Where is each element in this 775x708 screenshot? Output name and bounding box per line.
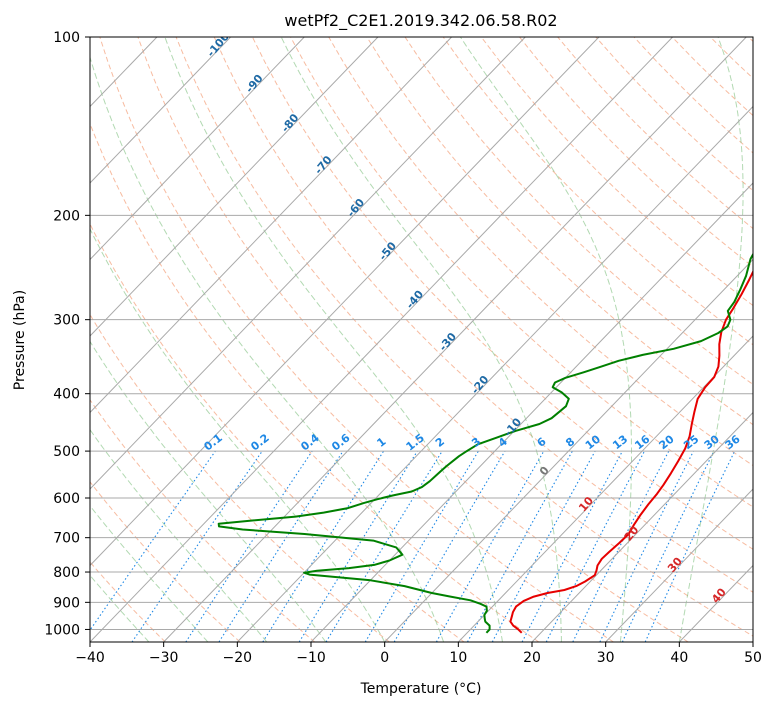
dry-adiabat (213, 37, 753, 593)
mixing-ratio-line (435, 450, 545, 642)
isotherm-line (90, 37, 231, 184)
dry-adiabat (90, 313, 390, 642)
mixing-ratio-line (185, 450, 313, 642)
x-tick-label: 40 (670, 650, 688, 666)
x-tick-label: −30 (149, 650, 179, 666)
isotherm-line (90, 37, 526, 490)
y-tick-label: 800 (53, 565, 80, 581)
y-axis: 100 200 300 400 500 600 700 800 900 1000 (44, 30, 90, 638)
isotherm-line (752, 641, 753, 642)
moist-adiabat (90, 55, 445, 642)
x-tick-label: 10 (449, 650, 467, 666)
isotherm-line (310, 182, 753, 642)
isotherm-line (163, 37, 747, 642)
mixing-ratio-line (599, 450, 694, 642)
y-tick-label: 400 (53, 387, 80, 403)
y-axis-label: Pressure (hPa) (12, 290, 28, 390)
dry-adiabat (290, 37, 753, 508)
plot-frame (89, 36, 754, 643)
dry-adiabat (137, 37, 689, 642)
x-tick-label: −40 (75, 650, 105, 666)
dry-adiabat (251, 37, 753, 550)
mixing-ratio-line (262, 450, 385, 642)
moist-adiabat (90, 504, 209, 642)
isotherm-line (90, 37, 673, 642)
moist-adiabat (90, 428, 268, 642)
isotherm-line (384, 258, 753, 642)
isotherm-line (90, 37, 600, 567)
y-tick-label: 900 (53, 595, 80, 611)
x-tick-label: 30 (597, 650, 615, 666)
x-tick-label: −10 (296, 650, 326, 666)
chart-title: wetPf2_C2E1.2019.342.06.58.R02 (284, 11, 557, 31)
x-tick-label: −20 (223, 650, 253, 666)
dry-adiabat (328, 37, 753, 467)
y-tick-label: 700 (53, 531, 80, 547)
y-tick-label: 1000 (44, 622, 80, 638)
mixing-ratio-line (325, 450, 443, 642)
mixing-ratio-line (218, 450, 344, 642)
isotherm-line (457, 335, 753, 642)
isotherm-line (90, 37, 452, 414)
isotherm-line (531, 411, 753, 642)
moist-adiabat (90, 574, 150, 642)
dry-adiabat (366, 37, 753, 426)
moist-adiabat (90, 340, 327, 642)
x-tick-label: 50 (744, 650, 762, 666)
moist-adiabat (164, 37, 503, 642)
y-tick-label: 200 (53, 208, 80, 224)
y-tick-label: 100 (53, 30, 80, 46)
grid-lines (0, 37, 753, 642)
dewpoint-profile (217, 252, 753, 634)
dry-adiabat (99, 37, 614, 642)
y-tick-label: 600 (53, 491, 80, 507)
isotherm-line (90, 37, 379, 337)
mixing-ratio-line (298, 450, 418, 642)
temperature-profile (509, 269, 753, 634)
x-tick-label: 0 (380, 650, 389, 666)
y-tick-label: 300 (53, 313, 80, 329)
dry-adiabat (442, 37, 753, 346)
plot-background (90, 37, 753, 642)
mixing-ratio-line (131, 450, 263, 642)
isotherm-line (236, 105, 753, 642)
moist-adiabat (90, 227, 386, 642)
mixing-ratio-line (467, 450, 573, 642)
x-tick-label: 20 (523, 650, 541, 666)
moist-adiabat (459, 37, 632, 642)
series-lines (217, 252, 753, 634)
y-tick-label: 500 (53, 444, 80, 460)
dry-adiabat (90, 561, 166, 642)
mixing-ratio-line (90, 450, 216, 632)
x-axis-label: Temperature (°C) (360, 681, 482, 697)
isotherm-line (0, 37, 10, 642)
background-lines (90, 37, 753, 642)
moist-adiabat (678, 37, 744, 642)
isotherm-line (90, 37, 305, 261)
x-axis: −40 −30 −20 −10 0 10 20 30 40 50 (75, 642, 762, 666)
isotherm-line (605, 488, 753, 642)
mixing-ratio-line (572, 450, 670, 642)
moist-adiabat (280, 37, 562, 642)
